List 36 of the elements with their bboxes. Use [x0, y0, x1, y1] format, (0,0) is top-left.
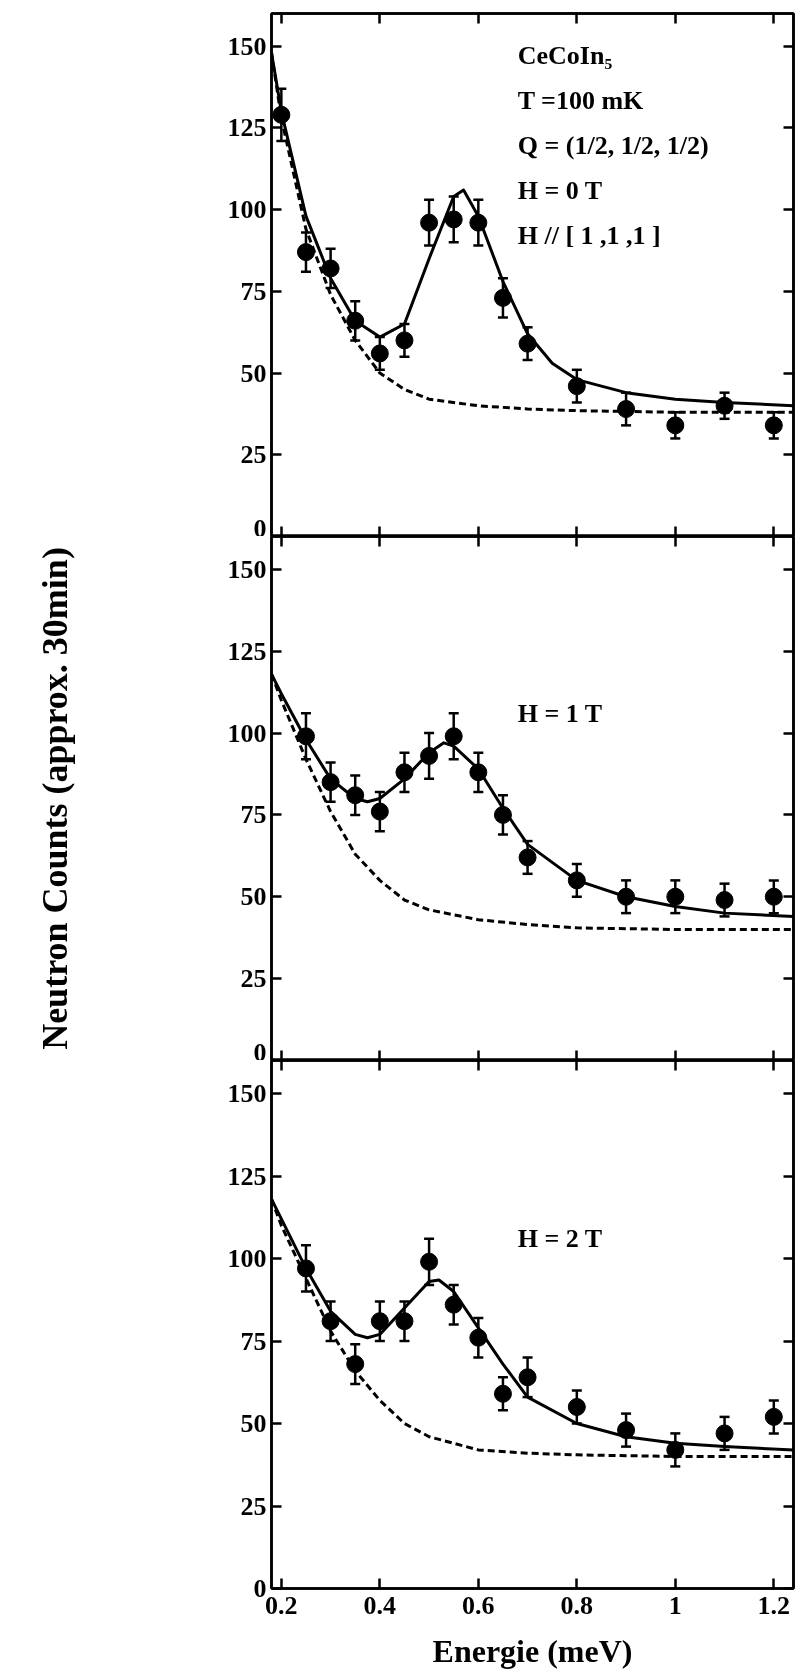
- y-tick-label: 125: [227, 113, 267, 143]
- annotation: CeCoIn₅: [517, 41, 613, 71]
- y-tick-label: 25: [240, 1491, 267, 1521]
- y-tick-label: 100: [227, 195, 267, 225]
- y-tick-label: 0: [253, 1037, 267, 1067]
- x-tick-label: 0.6: [462, 1590, 495, 1620]
- x-tick-label: 0.4: [363, 1590, 397, 1620]
- y-tick-label: 150: [227, 31, 267, 61]
- x-tick-label: 0.2: [265, 1590, 298, 1620]
- y-tick-label: 0: [253, 513, 267, 543]
- annotation: T =100 mK: [517, 86, 645, 116]
- y-tick-label: 50: [240, 358, 267, 388]
- y-axis-title: Neutron Counts (approx. 30min): [34, 547, 75, 1050]
- y-tick-label: 25: [240, 440, 267, 470]
- x-tick-label: 1: [668, 1590, 682, 1620]
- y-tick-label: 75: [240, 800, 267, 830]
- x-tick-label: 1.2: [757, 1590, 791, 1620]
- y-tick-label: 75: [240, 276, 267, 306]
- y-tick-label: 75: [240, 1326, 267, 1356]
- y-tick-label: 100: [227, 718, 267, 748]
- annotation: H = 0 T: [517, 175, 603, 205]
- y-tick-label: 150: [227, 1079, 267, 1108]
- annotation: H = 2 T: [517, 1224, 603, 1254]
- y-tick-label: 50: [240, 1409, 267, 1438]
- y-tick-label: 150: [227, 554, 267, 584]
- x-axis-title: Energie (meV): [432, 1632, 633, 1669]
- annotation: H // [ 1 ,1 ,1 ]: [517, 220, 661, 250]
- y-tick-label: 125: [227, 1161, 267, 1191]
- annotation: H = 1 T: [517, 698, 603, 728]
- y-tick-label: 125: [227, 636, 267, 666]
- y-tick-label: 100: [227, 1244, 267, 1273]
- y-tick-label: 0: [253, 1574, 267, 1603]
- y-tick-label: 50: [240, 882, 267, 912]
- x-tick-label: 0.8: [560, 1590, 594, 1620]
- y-tick-label: 25: [240, 964, 267, 994]
- annotation: Q = (1/2, 1/2, 1/2): [517, 131, 709, 161]
